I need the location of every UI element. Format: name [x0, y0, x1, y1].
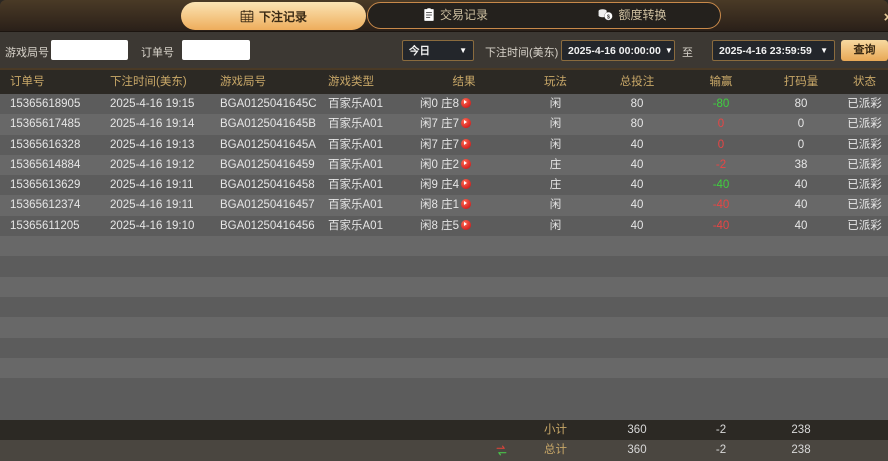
svg-text:$: $ — [607, 14, 610, 20]
